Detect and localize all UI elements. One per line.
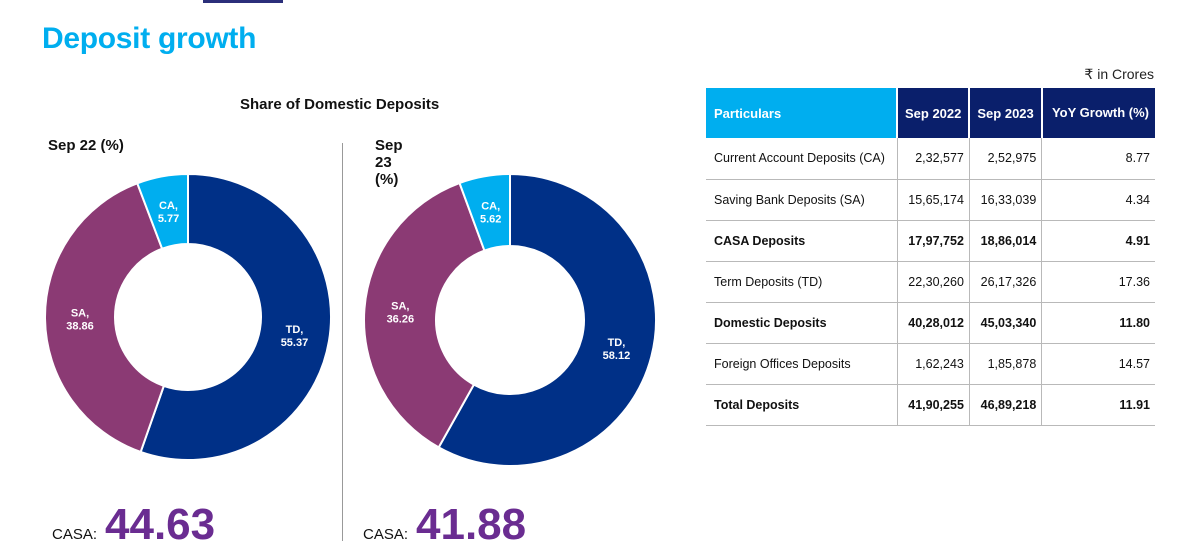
- slice-label-td: TD, 55.37: [281, 324, 309, 349]
- cell-sep-2023: 26,17,326: [968, 261, 1042, 303]
- donut-slice-td: [437, 172, 657, 467]
- row-name: Current Account Deposits (CA): [706, 138, 897, 180]
- slice-label-ca: CA, 5.62: [480, 201, 501, 226]
- table-body: Current Account Deposits (CA) 2,32,577 2,5…: [706, 138, 1155, 426]
- chart-divider: [342, 143, 343, 541]
- donut-slice-ca: [135, 172, 189, 251]
- chart-heading: Share of Domestic Deposits: [240, 96, 440, 113]
- table-row: Foreign Offices Deposits 1,62,243 1,85,878…: [706, 343, 1155, 385]
- row-name: CASA Deposits: [706, 220, 897, 262]
- cell-yoy-growth: 11.80: [1041, 302, 1155, 344]
- donut-slice-td: [139, 172, 332, 461]
- table-row: Total Deposits 41,90,255 46,89,218 11.91: [706, 384, 1155, 426]
- cell-sep-2023: 45,03,340: [968, 302, 1042, 344]
- casa-summary: CASA: 44.63: [52, 500, 215, 541]
- casa-value: 41.88: [416, 500, 527, 541]
- chart-title: Sep 23 (%): [375, 137, 403, 188]
- cell-sep-2022: 40,28,012: [896, 302, 970, 344]
- cell-sep-2022: 17,97,752: [896, 220, 970, 262]
- casa-label: CASA:: [52, 526, 98, 541]
- deposits-table: Particulars Sep 2022 Sep 2023 YoY Growth…: [706, 88, 1155, 426]
- slice-label-sa: SA, 38.86: [66, 307, 94, 332]
- cell-sep-2023: 1,85,878: [968, 343, 1042, 385]
- row-name: Saving Bank Deposits (SA): [706, 179, 897, 221]
- table-row: Term Deposits (TD) 22,30,260 26,17,326 17.3…: [706, 261, 1155, 303]
- cell-sep-2022: 22,30,260: [896, 261, 970, 303]
- casa-value: 44.63: [105, 500, 216, 541]
- cell-sep-2023: 18,86,014: [968, 220, 1042, 262]
- donut-slice-sa: [363, 181, 486, 449]
- casa-summary: CASA: 41.88: [363, 500, 526, 541]
- cell-sep-2022: 2,32,577: [896, 138, 970, 180]
- slice-label-sa: SA, 36.26: [387, 300, 415, 325]
- row-name: Total Deposits: [706, 384, 897, 426]
- donut-svg: TD, 55.37 SA, 38.86 CA, 5.77: [44, 172, 332, 461]
- row-name: Foreign Offices Deposits: [706, 343, 897, 385]
- table-row: Saving Bank Deposits (SA) 15,65,174 16,33,…: [706, 179, 1155, 221]
- cell-sep-2022: 1,62,243: [896, 343, 970, 385]
- top-accent-bar: [203, 0, 283, 3]
- cell-yoy-growth: 14.57: [1041, 343, 1155, 385]
- cell-yoy-growth: 11.91: [1041, 384, 1155, 426]
- donut-slice-ca: [458, 172, 511, 252]
- cell-sep-2023: 2,52,975: [968, 138, 1042, 180]
- table-row: Current Account Deposits (CA) 2,32,577 2,5…: [706, 138, 1155, 180]
- chart-title: Sep 22 (%): [48, 137, 124, 154]
- cell-yoy-growth: 17.36: [1041, 261, 1155, 303]
- donut-chart-sep23: Sep 23 (%) TD, 58.12 SA, 36.26 CA, 5.62 CASA:…: [0, 0, 657, 541]
- table-row: CASA Deposits 17,97,752 18,86,014 4.91: [706, 220, 1155, 262]
- cell-yoy-growth: 4.91: [1041, 220, 1155, 262]
- slice-label-ca: CA, 5.77: [158, 200, 179, 225]
- header-sep-2022: Sep 2022: [895, 88, 970, 138]
- slice-label-td: TD, 58.12: [603, 337, 631, 362]
- page-title: Deposit growth: [42, 22, 257, 55]
- row-name: Domestic Deposits: [706, 302, 897, 344]
- donut-svg: TD, 58.12 SA, 36.26 CA, 5.62: [363, 172, 657, 467]
- table-row: Domestic Deposits 40,28,012 45,03,340 11.80: [706, 302, 1155, 344]
- table-header-row: Particulars Sep 2022 Sep 2023 YoY Growth…: [706, 88, 1155, 138]
- donut-slice-sa: [44, 182, 166, 454]
- header-particulars: Particulars: [706, 88, 897, 138]
- cell-yoy-growth: 8.77: [1041, 138, 1155, 180]
- row-name: Term Deposits (TD): [706, 261, 897, 303]
- casa-label: CASA:: [363, 526, 409, 541]
- header-sep-2023: Sep 2023: [968, 88, 1042, 138]
- cell-sep-2023: 16,33,039: [968, 179, 1042, 221]
- cell-sep-2022: 41,90,255: [896, 384, 970, 426]
- donut-chart-sep22: Sep 22 (%) TD, 55.37 SA, 38.86 CA, 5.77 CASA:…: [0, 0, 332, 541]
- cell-yoy-growth: 4.34: [1041, 179, 1155, 221]
- units-note: ₹ in Crores: [1084, 66, 1154, 82]
- cell-sep-2023: 46,89,218: [968, 384, 1042, 426]
- cell-sep-2022: 15,65,174: [896, 179, 970, 221]
- header-yoy-growth: YoY Growth (%): [1040, 88, 1155, 138]
